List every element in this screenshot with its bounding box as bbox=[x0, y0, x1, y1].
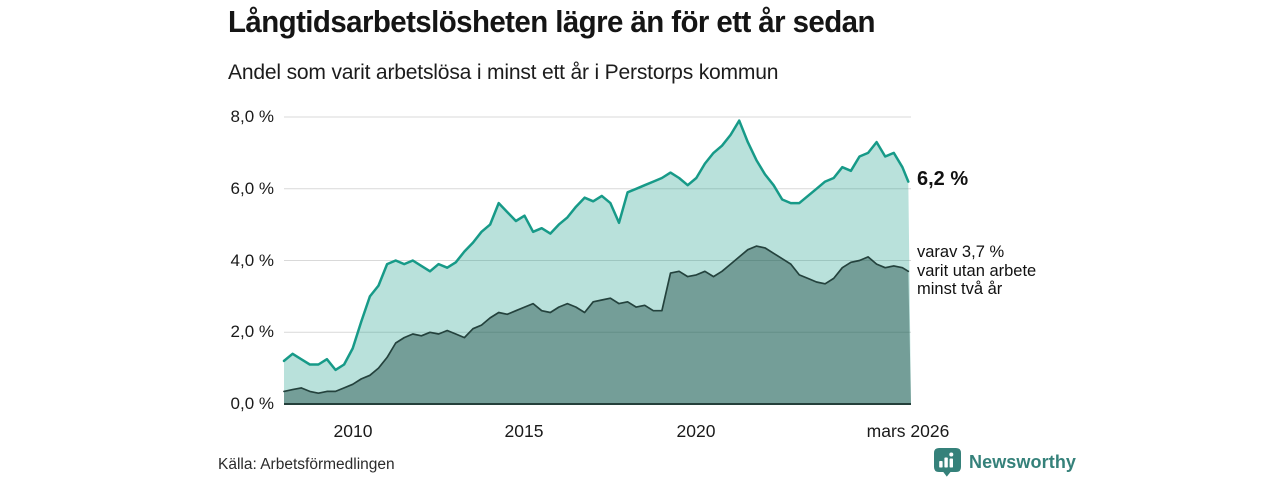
x-tick-label: mars 2026 bbox=[866, 421, 950, 441]
chart-title: Långtidsarbetslösheten lägre än för ett … bbox=[228, 4, 875, 39]
chart-subtitle: Andel som varit arbetslösa i minst ett å… bbox=[228, 60, 779, 84]
series-2year-line bbox=[283, 245, 910, 395]
note-line-3: minst två år bbox=[917, 280, 1003, 298]
y-tick-label: 0,0 % bbox=[230, 394, 274, 413]
newsworthy-icon bbox=[934, 448, 961, 477]
source-label: Källa: Arbetsförmedlingen bbox=[218, 456, 395, 473]
y-tick-label: 8,0 % bbox=[230, 107, 274, 126]
latest-value-label: 6,2 % bbox=[917, 168, 969, 190]
series-1year-line bbox=[282, 119, 910, 372]
newsworthy-logo[interactable]: Newsworthy bbox=[934, 448, 1076, 477]
y-tick-label: 6,0 % bbox=[230, 178, 274, 198]
note-line-2: varit utan arbete bbox=[917, 261, 1037, 280]
x-tick-label: 2015 bbox=[504, 421, 544, 441]
y-tick-label: 2,0 % bbox=[230, 322, 274, 342]
secondary-value-note: varav 3,7 % varit utan arbete minst två … bbox=[917, 243, 1036, 299]
y-tick-label: 4,0 % bbox=[230, 250, 274, 270]
x-tick-label: 2010 bbox=[333, 421, 373, 441]
series-2year-area bbox=[284, 246, 911, 404]
x-tick-label: 2020 bbox=[676, 421, 716, 441]
newsworthy-wordmark: Newsworthy bbox=[969, 452, 1077, 472]
y-axis-labels: 8,0 % 6,0 % 4,0 % 2,0 % 0,0 % bbox=[0, 0, 277, 480]
note-line-1: varav 3,7 % bbox=[917, 243, 1005, 261]
